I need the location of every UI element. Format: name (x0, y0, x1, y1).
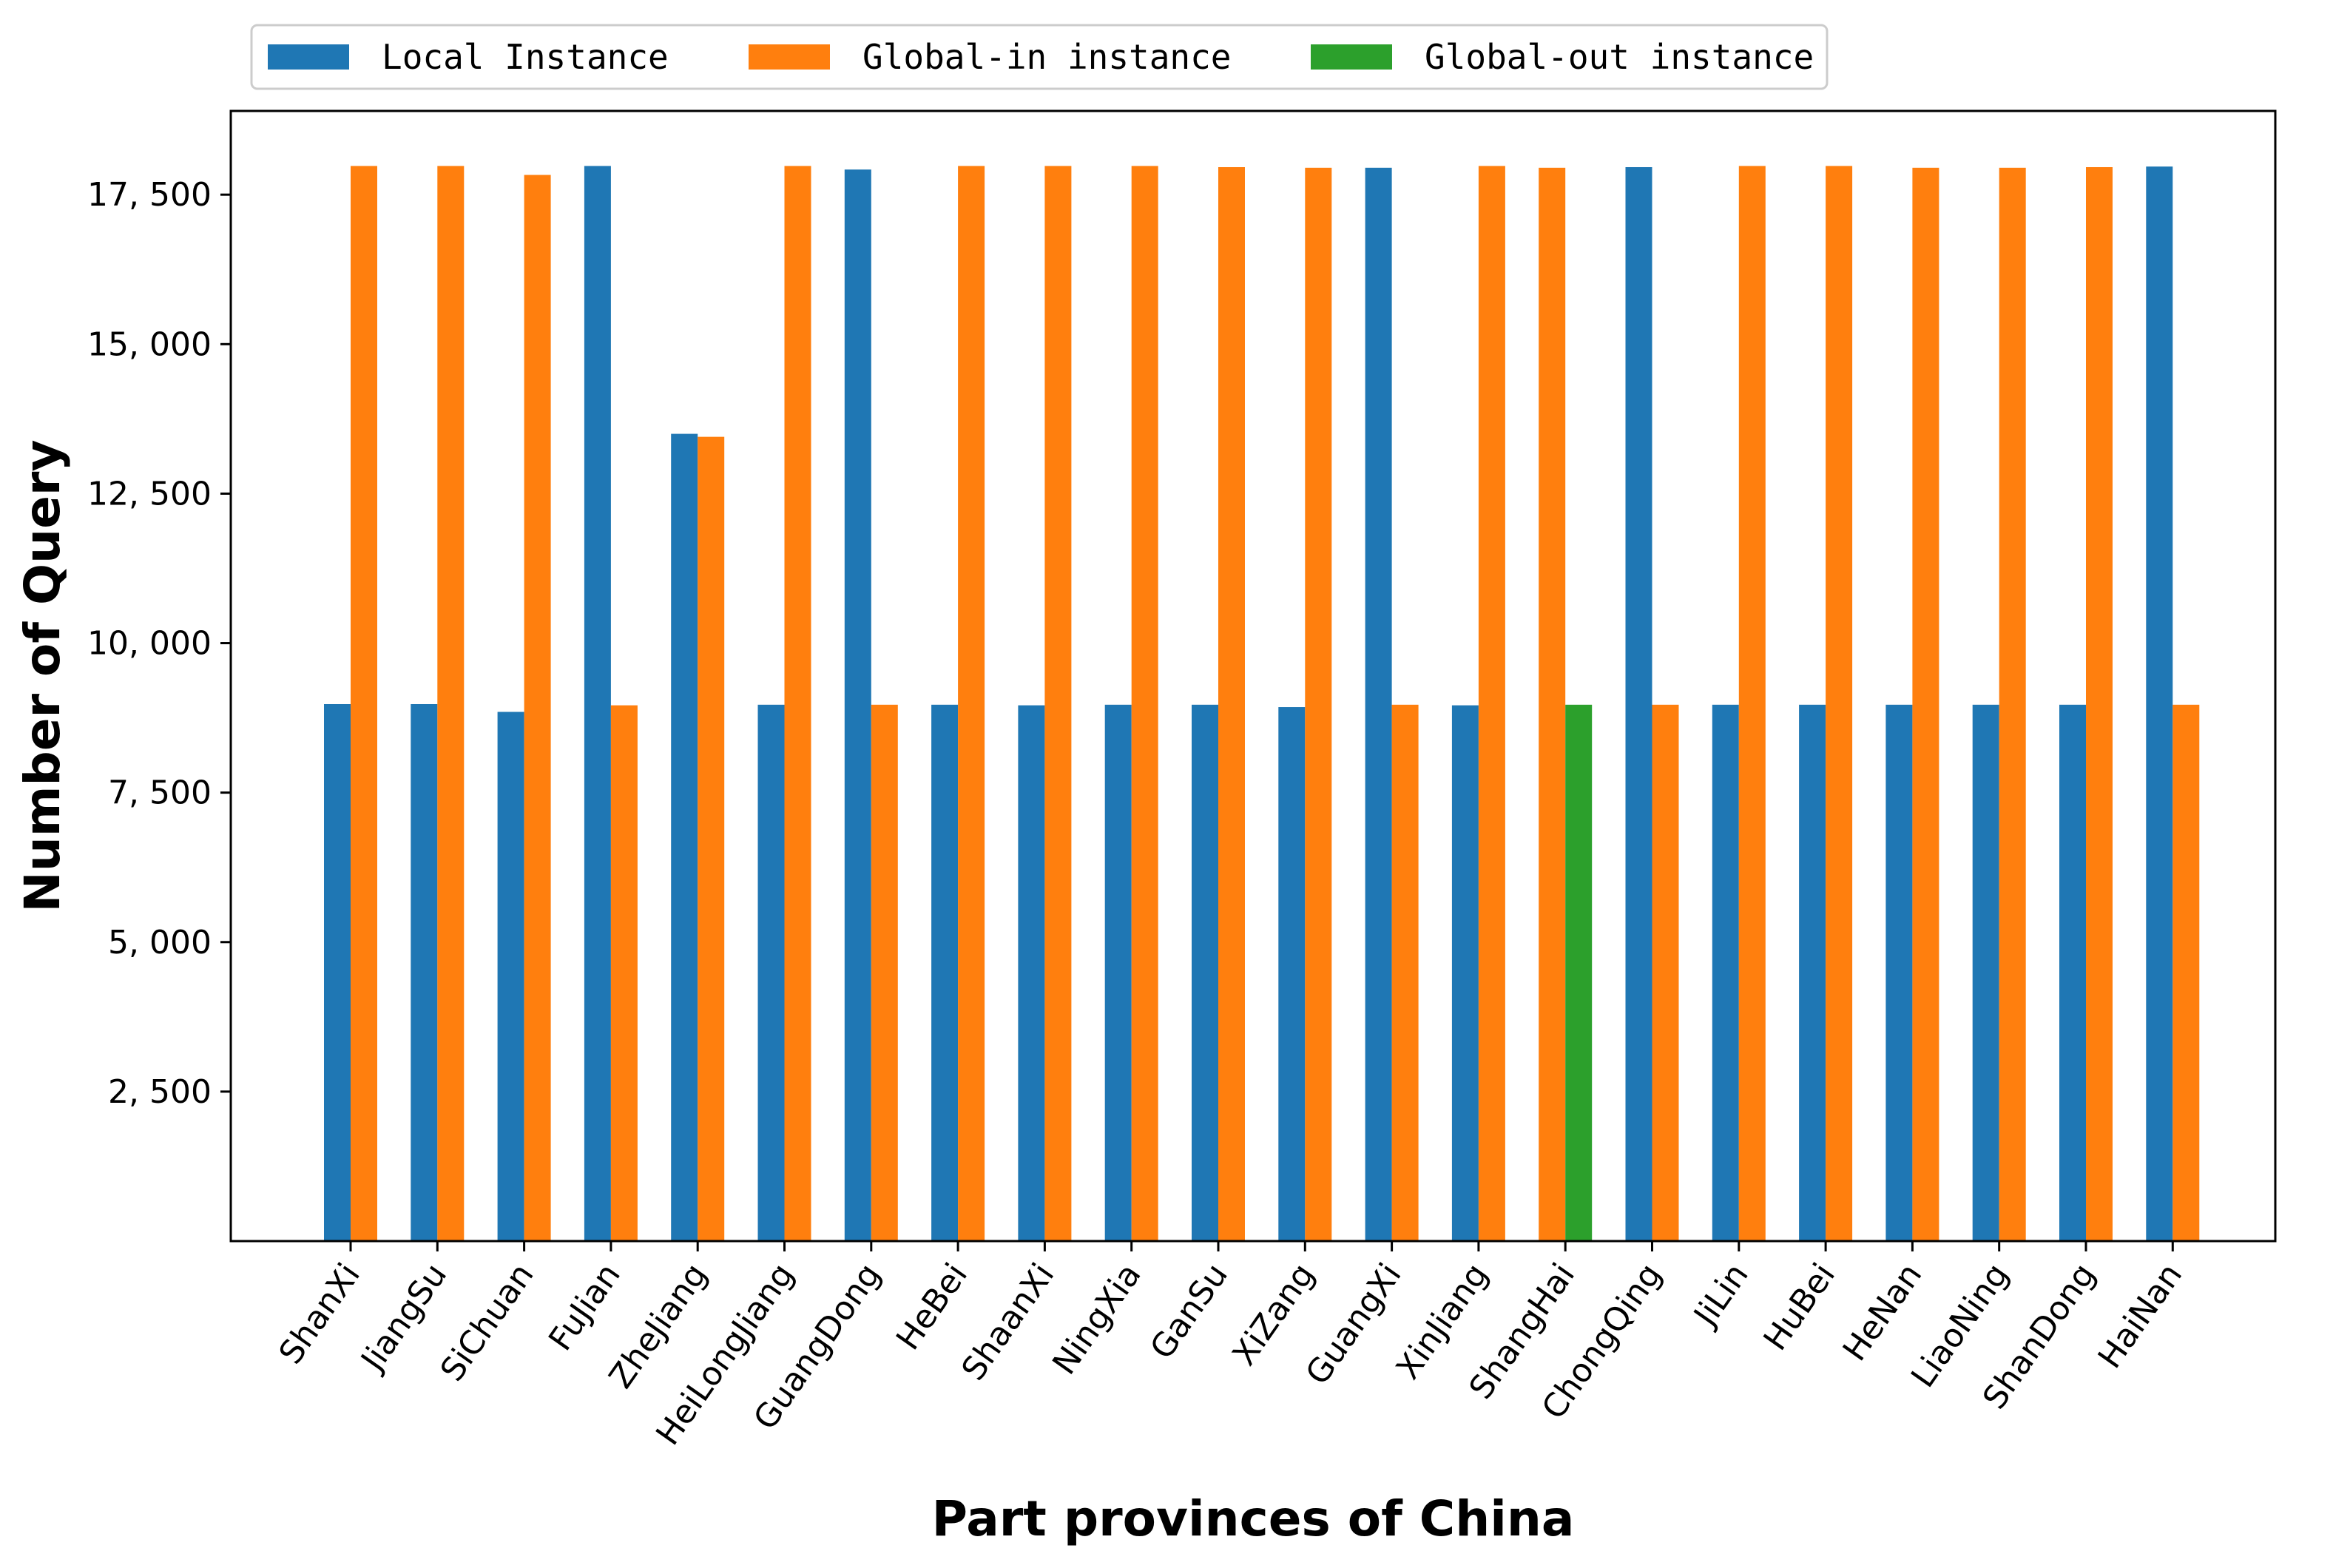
x-axis-title: Part provinces of China (932, 1490, 1575, 1547)
bar-liaoning-global-in-instance (1999, 167, 2026, 1242)
x-tick-label: GanSu (1143, 1257, 1235, 1366)
bar-guangxi-local-instance (1365, 167, 1392, 1242)
bar-guangdong-global-in-instance (871, 704, 898, 1241)
bar-hainan-global-in-instance (2172, 704, 2200, 1241)
bar-fujian-global-in-instance (610, 705, 638, 1241)
x-tick-label: HeNan (1836, 1257, 1930, 1368)
bar-jilin-local-instance (1712, 704, 1739, 1241)
bar-heilongjiang-local-instance (757, 704, 785, 1241)
bar-hainan-local-instance (2146, 166, 2173, 1242)
y-tick-label: 17, 500 (87, 176, 212, 214)
bar-shanghai-global-out-instance (1565, 704, 1593, 1241)
bar-henan-local-instance (1885, 704, 1913, 1241)
y-tick-label: 2, 500 (108, 1073, 212, 1111)
bar-liaoning-local-instance (1972, 704, 1999, 1241)
y-tick-label: 7, 500 (108, 774, 212, 812)
bar-sichuan-global-in-instance (524, 175, 551, 1241)
legend-label: Local Instance (382, 37, 669, 77)
bar-gansu-global-in-instance (1218, 166, 1245, 1242)
x-tick-label: NingXia (1045, 1257, 1148, 1382)
bar-gansu-local-instance (1192, 704, 1218, 1241)
bar-fujian-local-instance (584, 166, 611, 1242)
x-tick-label: XiZang (1225, 1257, 1322, 1372)
y-tick-label: 10, 000 (87, 625, 212, 663)
x-tick-label: HeBei (889, 1257, 975, 1356)
bar-shaanxi-local-instance (1018, 705, 1045, 1241)
legend-box (250, 24, 1829, 90)
y-axis-title: Number of Query (14, 440, 71, 913)
y-tick-label: 15, 000 (87, 325, 212, 363)
x-tick-label: ShanXi (271, 1257, 368, 1371)
bar-shandong-local-instance (2059, 704, 2086, 1241)
bar-shanghai-global-in-instance (1539, 167, 1566, 1242)
bar-ningxia-local-instance (1104, 704, 1132, 1241)
legend-swatch-global-out-instance (1311, 44, 1392, 70)
y-tick-label: 5, 000 (108, 924, 212, 962)
bar-hubei-local-instance (1799, 704, 1826, 1241)
bar-jiangsu-local-instance (411, 703, 438, 1241)
x-tick-label: FuJian (541, 1257, 628, 1357)
bar-sichuan-local-instance (497, 712, 524, 1241)
bar-chongqing-global-in-instance (1652, 704, 1679, 1241)
bar-shanxi-local-instance (324, 703, 351, 1241)
bar-hebei-local-instance (931, 704, 959, 1241)
plot-frame (229, 109, 2277, 1243)
bar-hubei-global-in-instance (1826, 166, 1853, 1242)
y-tick-label: 12, 500 (87, 475, 212, 513)
bar-zhejiang-local-instance (671, 433, 698, 1241)
bar-xizang-global-in-instance (1305, 167, 1332, 1242)
bar-shandong-global-in-instance (2086, 166, 2113, 1242)
bar-shaanxi-global-in-instance (1044, 166, 1072, 1242)
x-tick-label: HaiNan (2091, 1257, 2190, 1375)
x-tick-label: JiLin (1686, 1257, 1756, 1334)
legend-label: Global-out instance (1425, 37, 1814, 77)
bar-jiangsu-global-in-instance (437, 166, 465, 1242)
bar-xinjiang-global-in-instance (1478, 166, 1505, 1242)
x-tick-label: HuBei (1757, 1257, 1843, 1357)
legend-swatch-global-in-instance (749, 44, 830, 70)
bar-zhejiang-global-in-instance (698, 436, 725, 1241)
bar-hebei-global-in-instance (958, 166, 985, 1242)
bar-henan-global-in-instance (1912, 167, 1939, 1242)
bar-xizang-local-instance (1278, 707, 1306, 1241)
bar-chongqing-local-instance (1625, 166, 1652, 1242)
legend-label: Global-in instance (862, 37, 1232, 77)
bar-guangdong-local-instance (844, 169, 871, 1242)
bar-jilin-global-in-instance (1738, 166, 1766, 1242)
bar-ningxia-global-in-instance (1131, 166, 1158, 1242)
bar-shanxi-global-in-instance (351, 166, 377, 1242)
legend-swatch-local-instance (268, 44, 349, 70)
bar-guangxi-global-in-instance (1391, 704, 1419, 1241)
bar-heilongjiang-global-in-instance (784, 166, 811, 1242)
bar-xinjiang-local-instance (1451, 705, 1479, 1241)
